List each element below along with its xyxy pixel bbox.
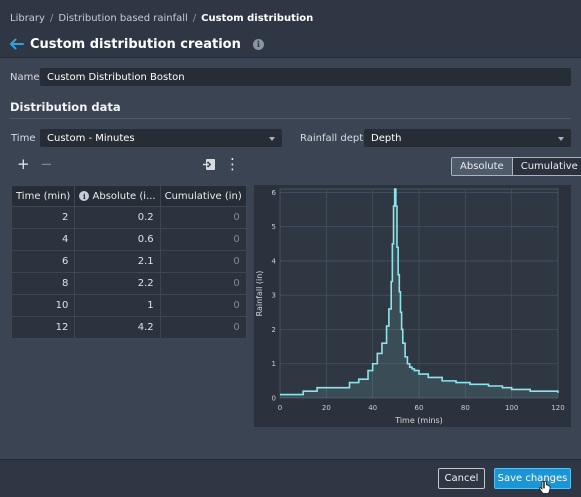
rainfall-depth-select[interactable]: Depth bbox=[364, 129, 571, 147]
table-row[interactable]: 10 1 0 bbox=[10, 294, 247, 317]
save-changes-button[interactable]: Save changes bbox=[494, 468, 571, 489]
table-body: 2 0.2 0 4 0.6 0 6 2.1 0 8 2.2 0 10 1 0 12 4.2 0 bbox=[10, 206, 247, 339]
y-tick-label: 6 bbox=[272, 189, 277, 197]
chevron-down-icon bbox=[269, 137, 275, 141]
cell-time[interactable]: 12 bbox=[10, 316, 76, 339]
remove-row-button[interactable]: − bbox=[40, 155, 53, 173]
cell-cumulative[interactable]: 0 bbox=[159, 272, 247, 295]
y-tick-label: 5 bbox=[272, 223, 276, 231]
x-tick-label: 20 bbox=[322, 404, 331, 412]
y-tick-label: 3 bbox=[272, 292, 276, 300]
add-row-button[interactable]: + bbox=[17, 155, 30, 173]
x-tick-label: 100 bbox=[505, 404, 518, 412]
x-tick-label: 40 bbox=[368, 404, 377, 412]
table-header-row: Time (min) i Absolute (i... Cumulative (… bbox=[10, 185, 247, 207]
cell-absolute[interactable]: 0.6 bbox=[74, 228, 161, 251]
breadcrumb-separator: / bbox=[49, 13, 54, 24]
breadcrumb-current: Custom distribution bbox=[201, 13, 314, 24]
section-divider bbox=[10, 118, 571, 119]
info-icon[interactable]: i bbox=[252, 38, 264, 50]
table-row[interactable]: 2 0.2 0 bbox=[10, 206, 247, 229]
x-tick-label: 80 bbox=[461, 404, 470, 412]
time-label: Time bbox=[11, 133, 36, 144]
cell-cumulative[interactable]: 0 bbox=[159, 294, 247, 317]
column-header-absolute[interactable]: i Absolute (i... bbox=[74, 185, 161, 207]
time-select-value: Custom - Minutes bbox=[47, 133, 135, 144]
x-axis-label: Time (mins) bbox=[394, 416, 443, 425]
rainfall-chart: 0 20 40 60 80 100 120 0 1 2 3 4 5 6 Time (mins) Rainfal… bbox=[254, 185, 571, 427]
table-row[interactable]: 12 4.2 0 bbox=[10, 316, 247, 339]
cell-absolute[interactable]: 1 bbox=[74, 294, 161, 317]
cell-absolute[interactable]: 2.1 bbox=[74, 250, 161, 273]
toggle-absolute[interactable]: Absolute bbox=[452, 158, 512, 175]
y-tick-label: 4 bbox=[272, 257, 277, 265]
cell-absolute[interactable]: 2.2 bbox=[74, 272, 161, 295]
y-tick-label: 1 bbox=[272, 360, 276, 368]
table-row[interactable]: 8 2.2 0 bbox=[10, 272, 247, 295]
hand-cursor-icon bbox=[539, 480, 551, 497]
cell-time[interactable]: 8 bbox=[10, 272, 76, 295]
series-line bbox=[280, 188, 559, 396]
page-header: Library / Distribution based rainfall / Cust… bbox=[0, 0, 581, 58]
cell-absolute[interactable]: 4.2 bbox=[74, 316, 161, 339]
cell-absolute[interactable]: 0.2 bbox=[74, 206, 161, 229]
breadcrumb: Library / Distribution based rainfall / Cust… bbox=[10, 13, 313, 24]
cell-cumulative[interactable]: 0 bbox=[159, 250, 247, 273]
cell-time[interactable]: 10 bbox=[10, 294, 76, 317]
import-icon[interactable] bbox=[203, 158, 216, 174]
time-select[interactable]: Custom - Minutes bbox=[40, 129, 282, 147]
rainfall-chart-svg: 0 20 40 60 80 100 120 0 1 2 3 4 5 6 Time (mins) Rainfal… bbox=[255, 188, 565, 425]
cell-time[interactable]: 6 bbox=[10, 250, 76, 273]
rainfall-depth-value: Depth bbox=[371, 133, 402, 144]
more-options-icon[interactable]: ⋮ bbox=[225, 155, 240, 173]
breadcrumb-library[interactable]: Library bbox=[10, 13, 45, 24]
rainfall-depth-label: Rainfall depth bbox=[300, 133, 370, 144]
cell-cumulative[interactable]: 0 bbox=[159, 206, 247, 229]
page-title: Custom distribution creation bbox=[30, 36, 241, 52]
cell-cumulative[interactable]: 0 bbox=[159, 316, 247, 339]
cell-time[interactable]: 2 bbox=[10, 206, 76, 229]
name-input[interactable]: Custom Distribution Boston bbox=[40, 68, 571, 86]
arrow-left-icon[interactable] bbox=[10, 38, 24, 50]
y-tick-label: 2 bbox=[272, 326, 276, 334]
x-tick-label: 0 bbox=[278, 404, 282, 412]
column-header-time[interactable]: Time (min) bbox=[10, 185, 76, 207]
info-icon[interactable]: i bbox=[79, 191, 90, 201]
toggle-cumulative[interactable]: Cumulative bbox=[511, 158, 581, 175]
title-row: Custom distribution creation i bbox=[10, 35, 264, 53]
name-label: Name bbox=[10, 72, 40, 83]
table-row[interactable]: 6 2.1 0 bbox=[10, 250, 247, 273]
y-axis-label: Rainfall (in) bbox=[255, 271, 264, 317]
column-header-cumulative[interactable]: Cumulative (in) bbox=[159, 185, 247, 207]
column-header-absolute-label: Absolute (i... bbox=[92, 190, 156, 202]
cell-cumulative[interactable]: 0 bbox=[159, 228, 247, 251]
table-row[interactable]: 4 0.6 0 bbox=[10, 228, 247, 251]
cell-time[interactable]: 4 bbox=[10, 228, 76, 251]
x-tick-label: 60 bbox=[415, 404, 424, 412]
section-title: Distribution data bbox=[10, 100, 121, 114]
x-tick-label: 120 bbox=[551, 404, 564, 412]
cancel-button[interactable]: Cancel bbox=[438, 468, 485, 489]
chevron-down-icon bbox=[558, 137, 564, 141]
distribution-table: Time (min) i Absolute (i... Cumulative (… bbox=[10, 185, 247, 339]
y-tick-label: 0 bbox=[272, 395, 276, 403]
breadcrumb-separator: / bbox=[192, 13, 197, 24]
breadcrumb-distribution-rainfall[interactable]: Distribution based rainfall bbox=[58, 13, 188, 24]
view-toggle: Absolute Cumulative bbox=[451, 157, 581, 176]
